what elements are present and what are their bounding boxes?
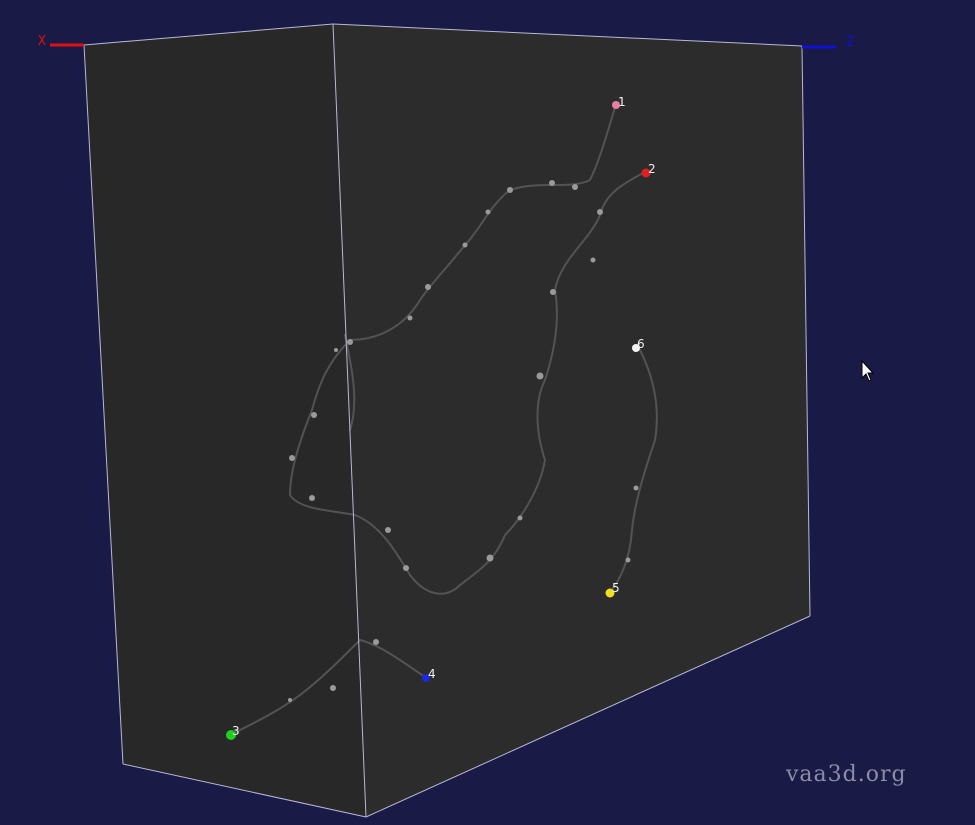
z-axis-label: Z [846, 35, 854, 50]
volume-bounding-box [83, 23, 811, 818]
marker-2-label: 2 [648, 162, 656, 176]
marker-3[interactable]: 3 [226, 724, 240, 740]
marker-2[interactable]: 2 [641, 162, 656, 178]
marker-6-label: 6 [637, 337, 645, 351]
marker-3-label: 3 [232, 724, 240, 738]
marker-1[interactable]: 1 [612, 95, 626, 109]
volume-left-face [84, 24, 366, 817]
marker-5[interactable]: 5 [605, 581, 620, 598]
x-axis-label: X [38, 34, 46, 49]
z-axis-indicator: Z [802, 35, 854, 50]
marker-5-label: 5 [612, 581, 620, 595]
volume-front-face [333, 24, 810, 817]
marker-6[interactable]: 6 [632, 337, 645, 352]
marker-1-label: 1 [618, 95, 626, 109]
marker-4[interactable]: 4 [422, 667, 436, 682]
x-axis-indicator: X [38, 34, 84, 49]
vaa3d-watermark: vaa3d.org [786, 762, 907, 787]
neuron-puncta [288, 180, 639, 702]
marker-4-label: 4 [428, 667, 436, 681]
mouse-cursor-icon [861, 360, 875, 382]
